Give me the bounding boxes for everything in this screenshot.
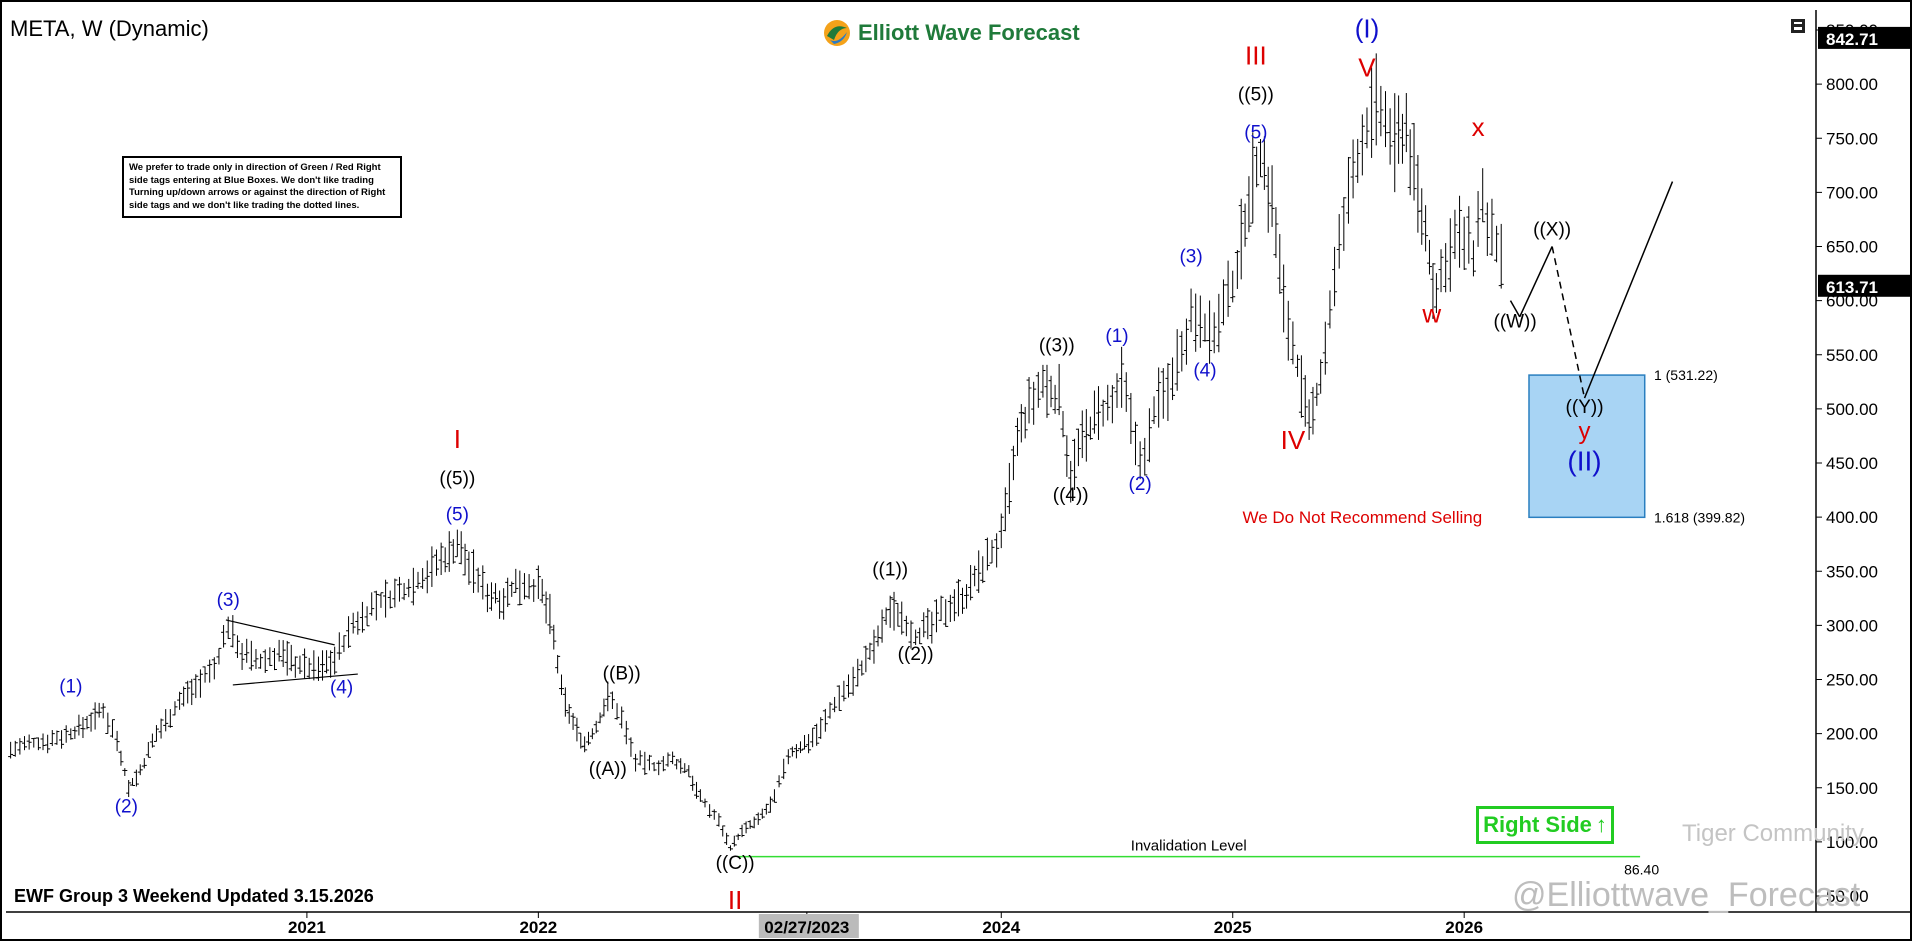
logo-text: Elliott Wave Forecast — [858, 20, 1080, 45]
y-tick-label: 650.00 — [1826, 238, 1878, 257]
wave-label: (2) — [1129, 474, 1152, 495]
x-tick-label: 2022 — [519, 918, 557, 937]
last-price-tag-bg — [1818, 274, 1912, 297]
wave-label: (I) — [1355, 14, 1380, 44]
y-tick-label: 150.00 — [1826, 779, 1878, 798]
high-price-tag-bg — [1818, 26, 1912, 49]
wave-label: y — [1579, 418, 1591, 445]
arrow-up-icon: ↑ — [1595, 812, 1607, 837]
y-tick-label: 300.00 — [1826, 616, 1878, 635]
wave-label: ((X)) — [1533, 220, 1571, 241]
wave-label: (1) — [1105, 326, 1128, 347]
wave-label: (3) — [1179, 247, 1202, 268]
triangle-lower-line — [232, 673, 358, 686]
wave-label: x — [1472, 112, 1485, 142]
x-tick-label: 2021 — [288, 918, 326, 937]
wave-label: (1) — [59, 676, 82, 697]
chart-settings-icon[interactable] — [1790, 18, 1806, 34]
invalidation-label: Invalidation Level — [1131, 838, 1247, 855]
projection-line — [1551, 246, 1586, 399]
wave-label: (5) — [446, 504, 469, 525]
wave-label: V — [1358, 53, 1376, 83]
wave-label: (4) — [1193, 360, 1216, 381]
y-tick-label: 200.00 — [1826, 725, 1878, 744]
wave-label: ((Y)) — [1566, 397, 1604, 418]
projection-line — [1519, 246, 1553, 318]
blue-box-level-label: 1 (531.22) — [1654, 367, 1718, 383]
x-tick-label: 2026 — [1445, 918, 1483, 937]
wave-label: (4) — [330, 678, 353, 699]
right-side-tag: Right Side ↑ — [1476, 806, 1614, 844]
y-tick-label: 400.00 — [1826, 508, 1878, 527]
wave-label: ((4)) — [1053, 485, 1089, 506]
wave-label: III — [1245, 41, 1267, 71]
x-tick-label: 2025 — [1214, 918, 1252, 937]
y-tick-label: 550.00 — [1826, 346, 1878, 365]
y-tick-label: 250.00 — [1826, 671, 1878, 690]
wave-label: ((W)) — [1493, 312, 1536, 333]
wave-label: (3) — [217, 590, 240, 611]
wave-label: (2) — [115, 797, 138, 818]
logo: Elliott Wave Forecast — [822, 16, 1080, 50]
triangle-upper-line — [225, 619, 335, 646]
handle-watermark: @Elliottwave_Forecast — [1512, 876, 1861, 914]
community-watermark: Tiger Community — [1682, 820, 1864, 847]
wave-label: ((3)) — [1039, 336, 1075, 357]
wave-label: (II) — [1567, 446, 1601, 477]
high-price-tag: 842.71 — [1826, 30, 1878, 49]
projection-line — [1509, 300, 1521, 318]
wave-label: ((5)) — [1238, 84, 1274, 105]
wave-label: ((5)) — [439, 469, 475, 490]
chart-title: META, W (Dynamic) — [10, 16, 209, 41]
trading-note: We prefer to trade only in direction of … — [122, 156, 402, 218]
y-tick-label: 750.00 — [1826, 129, 1878, 148]
y-tick-label: 350.00 — [1826, 562, 1878, 581]
wave-label: ((B)) — [603, 664, 641, 685]
wave-label: ((1)) — [872, 560, 908, 581]
y-tick-label: 700.00 — [1826, 183, 1878, 202]
warning-text: We Do Not Recommend Selling — [1242, 508, 1482, 527]
y-tick-label: 50.00 — [1826, 887, 1869, 906]
wave-label: I — [454, 424, 461, 454]
last-price-tag: 613.71 — [1826, 278, 1878, 297]
x-tick-highlight — [758, 914, 859, 938]
wave-label: ((2)) — [898, 644, 934, 665]
blue-box-level-label: 1.618 (399.82) — [1654, 509, 1745, 525]
wave-label: w — [1421, 298, 1441, 328]
logo-icon — [824, 20, 850, 46]
x-tick-label: 2024 — [982, 918, 1020, 937]
y-tick-label: 100.00 — [1826, 833, 1878, 852]
wave-label: (5) — [1244, 122, 1267, 143]
wave-label: II — [728, 885, 742, 915]
projection-line — [1583, 181, 1674, 399]
wave-label: ((C)) — [716, 853, 755, 874]
invalidation-value: 86.40 — [1624, 862, 1659, 878]
right-side-label: Right Side — [1483, 812, 1592, 837]
blue-box — [1528, 374, 1646, 519]
y-tick-label: 450.00 — [1826, 454, 1878, 473]
wave-label: IV — [1281, 425, 1306, 455]
x-tick-label: 02/27/2023 — [764, 918, 849, 937]
update-footer: EWF Group 3 Weekend Updated 3.15.2026 — [14, 886, 374, 906]
y-tick-label: 800.00 — [1826, 75, 1878, 94]
wave-label: ((A)) — [589, 759, 627, 780]
y-tick-label: 500.00 — [1826, 400, 1878, 419]
